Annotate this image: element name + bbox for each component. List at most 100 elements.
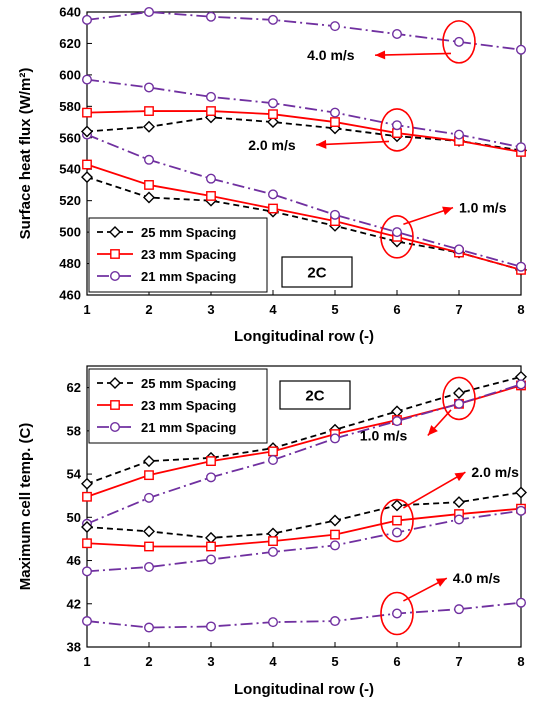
legend-marker [110,249,120,259]
data-point [206,541,216,552]
x-axis-label: Longitudinal row (-) [234,328,374,345]
y-tick-label: 62 [67,380,81,395]
data-point [143,120,155,133]
data-point [81,521,93,534]
data-point [205,173,216,184]
series-line [86,163,522,271]
series-line [86,601,522,629]
annotation-label: 2.0 m/s [471,464,519,480]
data-point [268,203,278,214]
data-point [143,492,154,503]
data-point [268,98,279,109]
annotation-label: 1.0 m/s [360,427,408,443]
data-point [454,398,465,409]
x-tick-label: 8 [517,654,524,669]
data-point [392,227,403,238]
annotation-arrow-line [403,471,466,509]
data-point [205,91,216,102]
data-point [82,538,92,549]
x-tick-label: 4 [269,302,277,317]
data-point [392,29,403,40]
x-axis-label: Longitudinal row (-) [234,681,374,698]
x-tick-label: 3 [207,654,214,669]
data-point [205,11,216,22]
panel-label-frame [279,380,351,410]
x-tick-label: 4 [269,654,277,669]
x-tick-label: 3 [207,302,214,317]
annotation-arrow-head [375,50,386,60]
data-point [454,514,465,525]
data-point [515,486,527,499]
data-point [454,244,465,255]
y-tick-label: 560 [59,130,81,145]
data-point [81,171,93,184]
data-point [81,74,92,85]
series-2-0-m-s-21-mm-spacing [81,505,527,577]
data-point [392,120,403,131]
x-tick-label: 7 [455,654,462,669]
data-point [268,14,279,25]
annotation-arrow-head [316,139,327,149]
panel-label-frame [281,256,353,288]
legend-marker [109,377,121,389]
data-point [391,499,403,512]
legend-marker [109,271,120,282]
y-tick-label: 54 [67,467,82,482]
data-point [81,566,92,577]
y-tick-label: 520 [59,193,81,208]
legend-entry: 25 mm Spacing [141,376,236,391]
annotation-label: 1.0 m/s [459,200,507,216]
annotation-arrow-head [442,206,453,216]
series-line [86,110,522,153]
data-point [143,191,155,204]
y-tick-label: 640 [59,5,81,20]
series-line [86,11,522,51]
data-point [81,14,92,25]
data-point [268,536,278,546]
annotation-label: 2.0 m/s [248,137,296,153]
data-point [81,477,93,490]
data-point [143,82,154,93]
series-line [86,375,522,485]
x-tick-label: 8 [517,302,524,317]
series-line [86,509,522,573]
legend-entry: 23 mm Spacing [141,398,236,413]
data-point [82,491,92,502]
annotation-ellipse [442,376,476,421]
data-point [143,455,155,468]
y-tick-label: 460 [59,288,81,303]
data-point [330,209,341,220]
series-line [86,491,522,539]
annotation-arrow-head [454,472,466,482]
data-point [516,379,527,390]
data-point [454,36,465,47]
x-tick-label: 6 [393,302,400,317]
x-tick-label: 5 [331,302,338,317]
series-2-0-m-s-23-mm-spacing [82,106,526,157]
data-point [144,106,154,116]
data-point [453,496,465,509]
data-point [206,191,216,201]
data-point [516,142,527,153]
annotation-arrow-head [427,425,438,436]
data-point [392,527,403,538]
series-1-0-m-s-21-mm-spacing [81,129,527,272]
legend: 25 mm Spacing 23 mm Spacing 21 mm Spacing [88,217,268,293]
data-point [330,529,340,540]
data-point [391,405,403,418]
series-4-0-m-s-21-mm-spacing [81,597,527,633]
series-line [86,383,522,525]
data-point [205,554,216,565]
data-point [205,472,216,483]
legend-entry: 25 mm Spacing [141,225,236,240]
y-tick-label: 42 [67,596,81,611]
data-point [144,180,154,190]
y-tick-label: 58 [67,423,81,438]
y-tick-label: 580 [59,99,81,114]
y-axis-label: Surface heat flux (W/m²) [17,68,34,240]
data-point [330,21,341,32]
data-point [144,541,154,552]
data-point [143,525,155,538]
data-point [143,622,154,633]
